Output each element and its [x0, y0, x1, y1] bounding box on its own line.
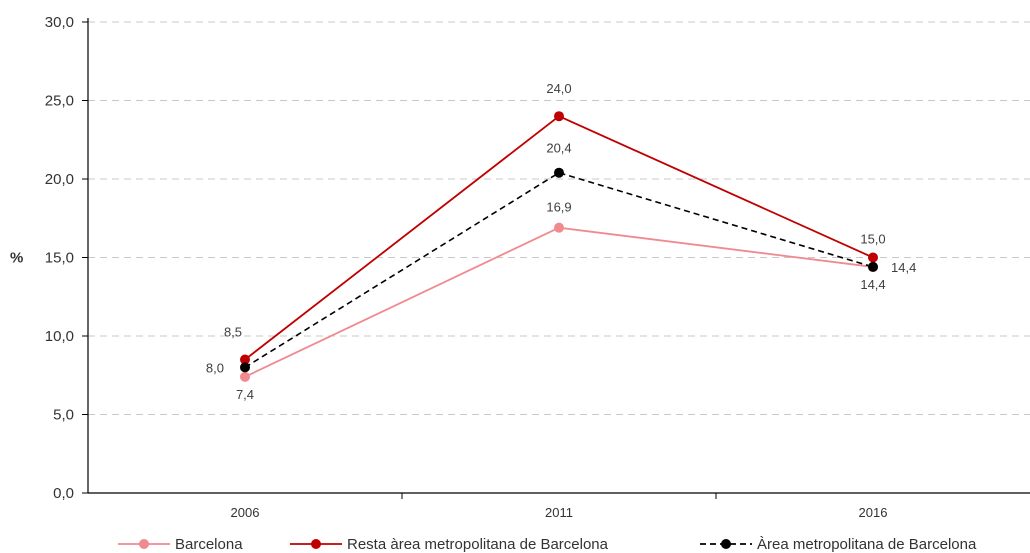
data-point — [240, 362, 250, 373]
y-tick-label: 5,0 — [53, 407, 74, 424]
data-label: 7,4 — [236, 387, 254, 402]
data-label: 14,4 — [860, 277, 885, 292]
data-label: 15,0 — [860, 232, 885, 247]
data-point — [554, 111, 564, 122]
legend: Barcelona Resta àrea metropolitana de Bar… — [118, 536, 977, 553]
data-label: 8,5 — [224, 325, 242, 340]
data-point — [868, 261, 878, 272]
data-label: 16,9 — [546, 200, 571, 215]
series-lines — [240, 111, 878, 382]
y-tick-label: 15,0 — [45, 250, 74, 267]
y-tick-label: 30,0 — [45, 14, 74, 31]
data-point — [554, 167, 564, 178]
y-axis-ticks: 0,0 5,0 10,0 15,0 20,0 25,0 30,0 — [45, 14, 88, 502]
legend-marker — [311, 539, 321, 549]
data-point — [554, 222, 564, 233]
data-label: 24,0 — [546, 81, 571, 96]
legend-marker — [721, 539, 731, 549]
data-point — [240, 371, 250, 382]
y-axis-label: % — [10, 250, 23, 267]
legend-label: Barcelona — [175, 536, 243, 553]
series-line — [244, 226, 874, 378]
x-tick-label: 2016 — [859, 505, 888, 520]
y-tick-label: 25,0 — [45, 93, 74, 110]
legend-label: Resta àrea metropolitana de Barcelona — [347, 536, 609, 553]
y-tick-label: 0,0 — [53, 485, 74, 502]
data-label: 14,4 — [891, 260, 916, 275]
series-line — [244, 171, 874, 369]
data-point — [868, 252, 878, 263]
legend-label: Àrea metropolitana de Barcelona — [757, 536, 977, 553]
data-label: 20,4 — [546, 141, 571, 156]
data-labels: 7,4 16,9 14,4 8,5 24,0 15,0 8,0 20,4 14,4 — [206, 81, 916, 402]
data-label: 8,0 — [206, 360, 224, 375]
y-tick-label: 20,0 — [45, 171, 74, 188]
x-tick-label: 2006 — [231, 505, 260, 520]
axes — [87, 18, 1030, 494]
data-point — [240, 354, 250, 365]
x-tick-label: 2011 — [545, 505, 573, 520]
x-axis-ticks: 2006 2011 2016 — [231, 493, 888, 520]
legend-marker — [139, 539, 149, 549]
gridlines — [88, 21, 1030, 415]
y-tick-label: 10,0 — [45, 328, 74, 345]
